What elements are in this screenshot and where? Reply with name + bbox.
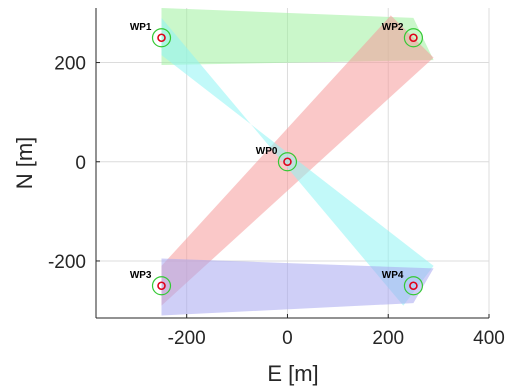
- waypoint-outer-wp4: [403, 276, 424, 296]
- waypoint-inner-wp1: [157, 33, 166, 43]
- y-tick-label: 0: [75, 153, 86, 174]
- waypoint-outer-wp3: [151, 276, 172, 296]
- x-axis-label: E [m]: [267, 361, 318, 386]
- x-tick-label: 400: [473, 328, 505, 349]
- x-tick-label: -200: [168, 328, 206, 349]
- waypoint-label-wp4: WP4: [382, 270, 404, 281]
- waypoint-label-wp0: WP0: [256, 146, 278, 157]
- waypoint-outer-wp2: [403, 28, 424, 48]
- axes: -200 0 200 400 -200 0 200: [48, 8, 505, 349]
- waypoint-outer-wp0: [277, 152, 298, 172]
- region-wp1-wp4: [161, 17, 434, 306]
- coverage-regions: [161, 8, 434, 316]
- waypoint-label-wp3: WP3: [130, 270, 152, 281]
- waypoint-inner-wp4: [409, 281, 418, 291]
- waypoint-markers: WP0 WP1 WP2 WP3 WP4: [130, 22, 424, 296]
- waypoint-inner-wp0: [283, 157, 292, 167]
- x-tick-label: 0: [282, 328, 293, 349]
- y-tick-label: -200: [48, 252, 86, 273]
- y-axis-label: N [m]: [12, 137, 37, 190]
- waypoint-label-wp1: WP1: [130, 22, 152, 33]
- x-tick-label: 200: [372, 328, 404, 349]
- waypoint-inner-wp3: [157, 281, 166, 291]
- waypoint-outer-wp1: [151, 28, 172, 48]
- waypoint-label-wp2: WP2: [382, 22, 404, 33]
- y-tick-label: 200: [54, 54, 86, 75]
- region-wp3-wp4: [161, 258, 434, 316]
- waypoint-inner-wp2: [409, 33, 418, 43]
